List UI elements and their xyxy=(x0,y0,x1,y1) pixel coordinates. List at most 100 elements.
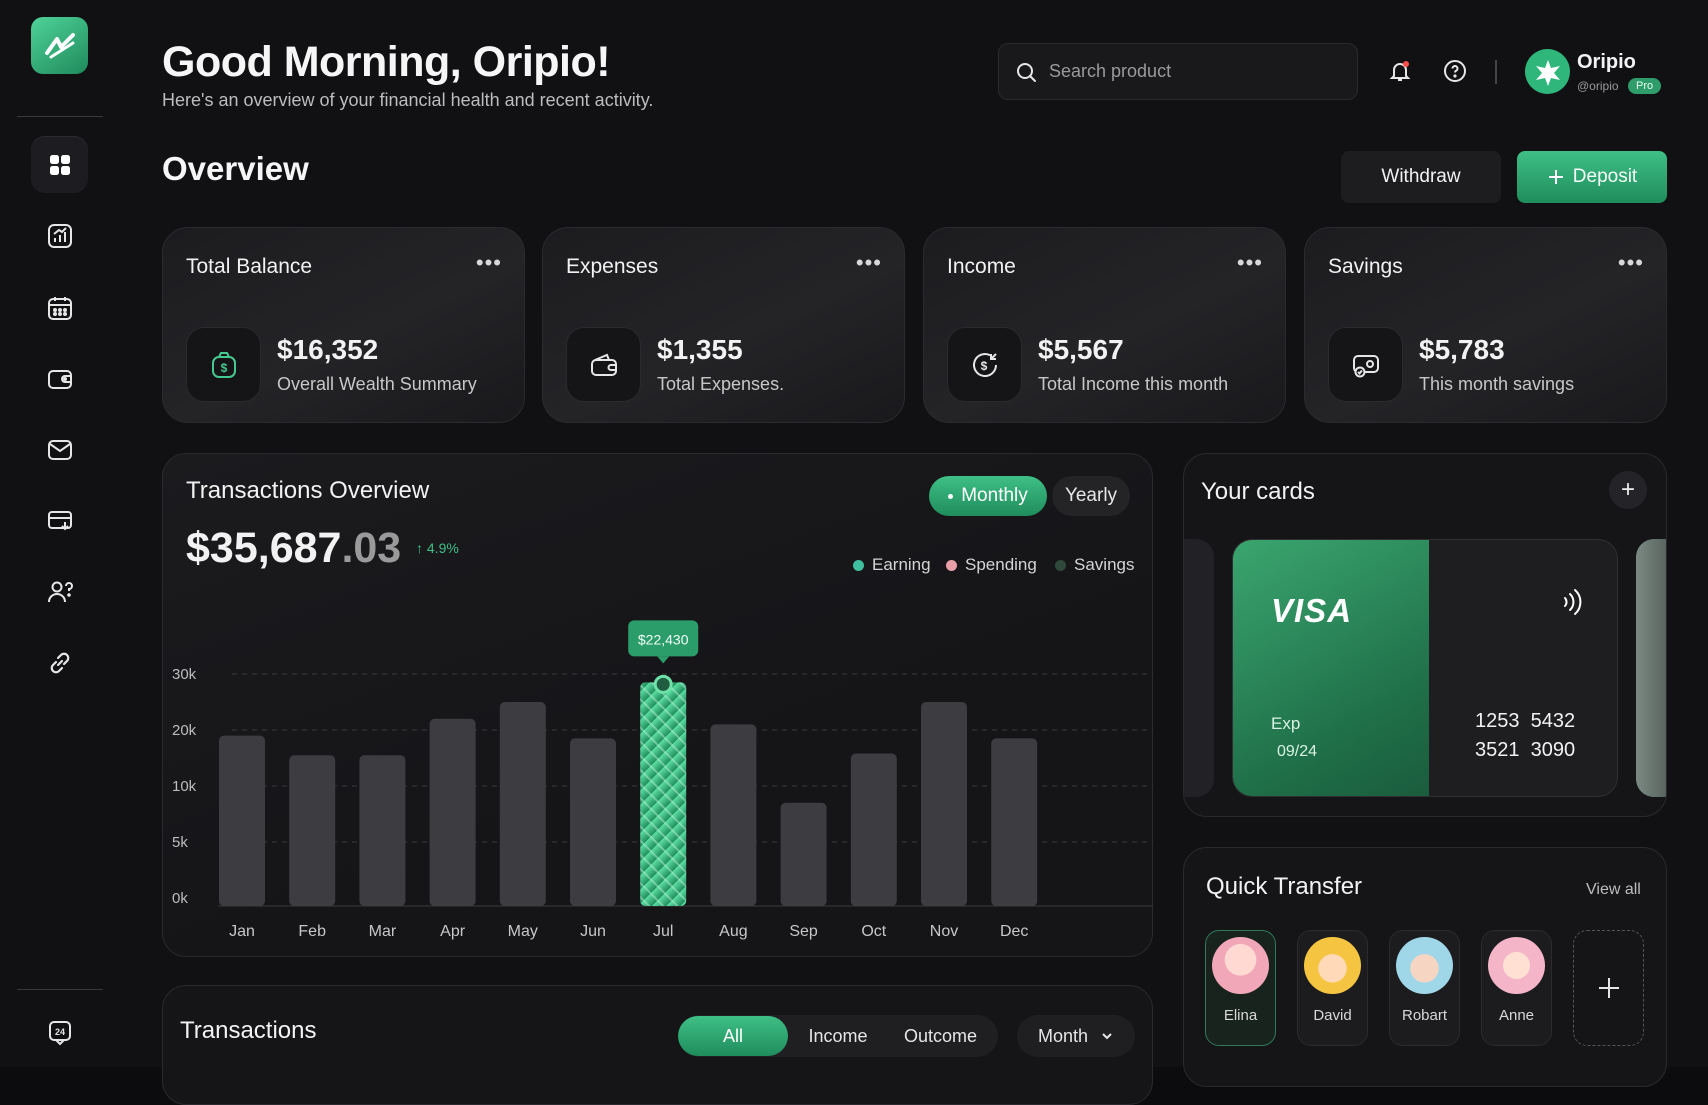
filter-outcome[interactable]: Outcome xyxy=(888,1026,993,1047)
change-value: 4.9% xyxy=(427,540,459,556)
stat-description: Total Expenses. xyxy=(657,374,784,395)
toggle-monthly[interactable]: Monthly xyxy=(929,476,1047,516)
y-tick-label: 20k xyxy=(172,722,197,739)
stat-card-expenses[interactable]: Expenses ••• $1,355 Total Expenses. xyxy=(542,227,905,423)
stat-description: Total Income this month xyxy=(1038,374,1228,395)
sidebar-item-support[interactable]: 24 xyxy=(31,1003,88,1060)
app-logo[interactable] xyxy=(31,17,88,74)
dollar-income-icon: $ xyxy=(968,348,1002,382)
stat-title: Expenses xyxy=(566,255,658,279)
legend-label: Earning xyxy=(872,555,931,575)
x-tick-label: Dec xyxy=(1000,923,1028,940)
support-24-icon: 24 xyxy=(46,1018,74,1046)
sidebar-item-analytics[interactable] xyxy=(31,207,88,264)
x-tick-label: Apr xyxy=(440,923,466,940)
plan-badge: Pro xyxy=(1628,78,1661,94)
transactions-panel xyxy=(162,985,1153,1105)
stat-icon-box xyxy=(566,327,641,402)
sidebar-divider-bottom xyxy=(17,989,103,990)
more-options-icon[interactable]: ••• xyxy=(476,258,502,268)
sidebar-item-dashboard[interactable] xyxy=(31,136,88,193)
contact-robart[interactable]: Robart xyxy=(1389,930,1460,1046)
sidebar-item-users[interactable] xyxy=(31,563,88,620)
stat-card-total-balance[interactable]: Total Balance ••• $ $16,352 Overall Weal… xyxy=(162,227,525,423)
logo-icon xyxy=(43,29,77,63)
mail-icon xyxy=(46,436,74,464)
stat-description: This month savings xyxy=(1419,374,1574,395)
sidebar-item-links[interactable] xyxy=(31,634,88,691)
next-card-peek[interactable] xyxy=(1636,539,1667,797)
sidebar-item-card-transfer[interactable] xyxy=(31,492,88,549)
search-box[interactable] xyxy=(998,43,1358,100)
deposit-button[interactable]: Deposit xyxy=(1517,151,1667,203)
y-tick-label: 30k xyxy=(172,666,197,683)
users-help-icon xyxy=(46,578,74,606)
more-options-icon[interactable]: ••• xyxy=(1237,258,1263,268)
stat-title: Income xyxy=(947,255,1016,279)
your-cards-panel: VISA Exp 09/24 1253 5432 3521 3090 xyxy=(1183,453,1667,817)
contact-anne[interactable]: Anne xyxy=(1481,930,1552,1046)
toggle-monthly-label: Monthly xyxy=(961,485,1028,507)
page-greeting: Good Morning, Oripio! xyxy=(162,38,610,87)
contact-name: Robart xyxy=(1390,1007,1459,1024)
sidebar-item-calendar[interactable] xyxy=(31,279,88,336)
transactions-title: Transactions xyxy=(180,1017,317,1045)
quick-transfer-title: Quick Transfer xyxy=(1206,873,1362,901)
filter-all[interactable]: All xyxy=(678,1016,788,1056)
chart-bar xyxy=(430,719,476,906)
card-number-line1: 1253 5432 xyxy=(1475,710,1575,733)
search-input[interactable] xyxy=(1049,61,1319,82)
period-label: Month xyxy=(1038,1026,1088,1047)
user-avatar[interactable] xyxy=(1525,49,1570,94)
credit-card[interactable]: VISA Exp 09/24 1253 5432 3521 3090 xyxy=(1232,539,1618,797)
filter-income[interactable]: Income xyxy=(788,1026,888,1047)
plus-icon: + xyxy=(1621,476,1635,504)
help-button[interactable] xyxy=(1440,56,1470,86)
user-name: Oripio xyxy=(1577,51,1636,74)
help-icon xyxy=(1443,59,1467,83)
legend-savings: Savings xyxy=(1055,555,1134,575)
stat-card-savings[interactable]: Savings ••• $5,783 This month savings xyxy=(1304,227,1667,423)
prev-card-peek[interactable] xyxy=(1183,539,1214,797)
transaction-filter-group: All Income Outcome xyxy=(678,1015,998,1057)
x-tick-label: Mar xyxy=(369,923,397,940)
avatar-robart xyxy=(1396,937,1453,994)
contact-david[interactable]: David xyxy=(1297,930,1368,1046)
more-options-icon[interactable]: ••• xyxy=(1618,258,1644,268)
stat-description: Overall Wealth Summary xyxy=(277,374,477,395)
withdraw-button[interactable]: Withdraw xyxy=(1341,151,1501,203)
svg-text:$: $ xyxy=(220,361,227,375)
legend-swatch xyxy=(853,560,864,571)
period-select[interactable]: Month xyxy=(1017,1015,1135,1057)
view-all-link[interactable]: View all xyxy=(1586,881,1641,899)
sidebar-item-wallet[interactable] xyxy=(31,350,88,407)
total-amount-decimal: .03 xyxy=(341,524,401,572)
brand-star-icon xyxy=(1534,58,1562,86)
dashboard-icon xyxy=(46,151,74,179)
stat-card-income[interactable]: Income ••• $ $5,567 Total Income this mo… xyxy=(923,227,1286,423)
tooltip-label: $22,430 xyxy=(638,631,689,647)
x-tick-label: Oct xyxy=(861,923,886,940)
page-subtitle: Here's an overview of your financial hea… xyxy=(162,90,653,111)
your-cards-title: Your cards xyxy=(1201,478,1315,506)
legend-swatch xyxy=(1055,560,1066,571)
add-card-button[interactable]: + xyxy=(1609,471,1647,509)
change-indicator: ↑ 4.9% xyxy=(416,540,459,556)
add-contact-button[interactable] xyxy=(1573,930,1644,1046)
avatar-david xyxy=(1304,937,1361,994)
analytics-icon xyxy=(46,222,74,250)
search-icon xyxy=(1015,61,1037,83)
toggle-yearly[interactable]: Yearly xyxy=(1052,476,1130,516)
plus-icon xyxy=(1547,168,1565,186)
notification-button[interactable] xyxy=(1385,56,1415,86)
contactless-icon xyxy=(1559,588,1583,616)
transactions-overview-title: Transactions Overview xyxy=(186,477,429,505)
sidebar-item-mail[interactable] xyxy=(31,421,88,478)
more-options-icon[interactable]: ••• xyxy=(856,258,882,268)
contact-elina[interactable]: Elina xyxy=(1205,930,1276,1046)
chevron-down-icon xyxy=(1100,1029,1114,1043)
chart-bar xyxy=(921,702,967,906)
stat-title: Savings xyxy=(1328,255,1403,279)
link-icon xyxy=(46,649,74,677)
